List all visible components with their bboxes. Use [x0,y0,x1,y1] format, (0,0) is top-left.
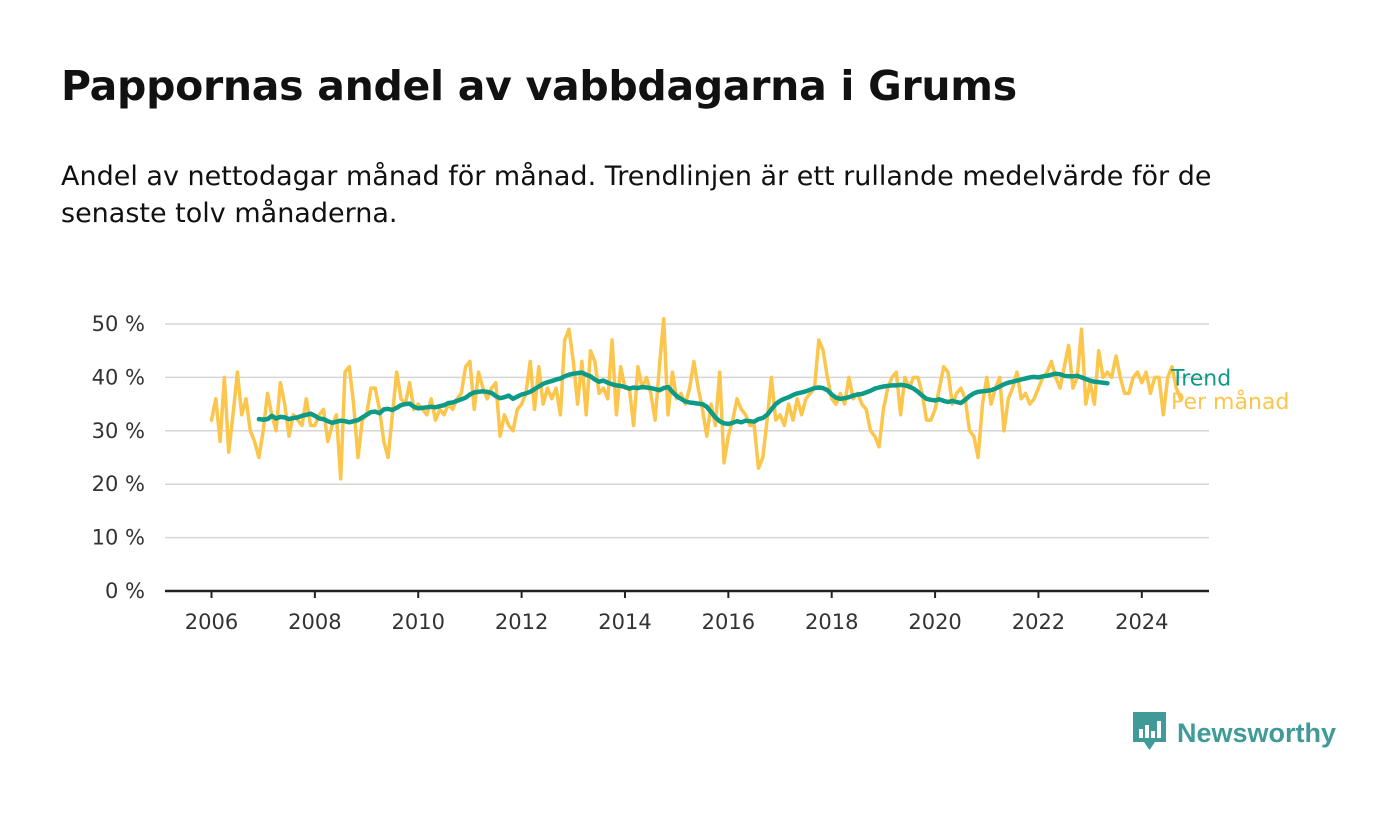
y-tick-label: 20 % [92,472,145,496]
series-lines [209,316,1183,481]
x-tick-label: 2014 [598,610,651,634]
x-tick-label: 2010 [392,610,445,634]
series-line [256,370,1110,427]
series-label: Trend [1170,366,1231,391]
brand-name: Newsworthy [1177,717,1337,748]
y-tick-label: 30 % [92,419,145,443]
y-tick-label: 40 % [92,365,145,389]
x-tick-label: 2020 [908,610,961,634]
x-tick-label: 2016 [702,610,755,634]
x-tick-label: 2006 [185,610,238,634]
x-axis-ticks: 2006 2008 2010 2012 2014 2016 2018 2020 2022 2024 [185,591,1169,634]
chart-title: Pappornas andel av vabbdagarna i Grums [61,62,1017,110]
x-tick-label: 2008 [288,610,341,634]
y-tick-label: 10 % [92,526,145,550]
chart-subtitle: Andel av nettodagar månad för månad. Tre… [61,161,1212,229]
series-line [209,316,1183,481]
series-label: Per månad [1171,389,1289,415]
newsworthy-logo-icon [1133,712,1166,750]
y-axis-ticks: 0 % 10 % 20 % 30 % 40 % 50 % [92,312,145,603]
newsworthy-logo[interactable]: Newsworthy [1133,712,1336,754]
x-tick-label: 2024 [1115,610,1168,634]
x-tick-label: 2018 [805,610,858,634]
x-tick-label: 2012 [495,610,548,634]
y-tick-label: 50 % [92,312,145,336]
x-tick-label: 2022 [1012,610,1065,634]
y-tick-label: 0 % [105,579,145,603]
